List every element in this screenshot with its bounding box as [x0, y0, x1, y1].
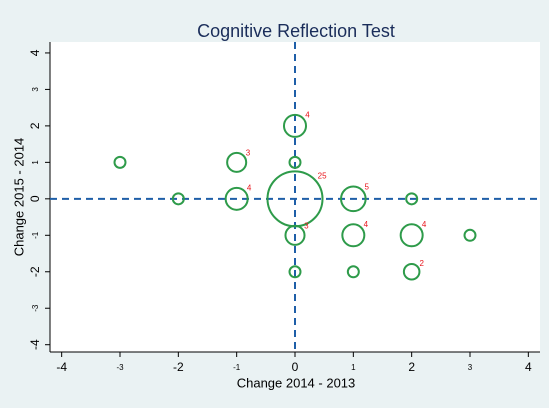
y-tick-label: -3 — [31, 304, 40, 312]
bubble — [340, 185, 367, 213]
bubble — [463, 228, 477, 242]
y-tick-label: 1 — [31, 160, 40, 165]
bubble-label: 5 — [365, 183, 370, 192]
bubble — [224, 186, 249, 211]
x-tick-label: -3 — [116, 363, 124, 372]
bubble — [283, 113, 307, 138]
y-axis-label: Change 2015 - 2014 — [11, 138, 26, 257]
bubble — [113, 155, 127, 169]
x-axis-label: Change 2014 - 2013 — [237, 375, 356, 390]
bubble-label: 4 — [305, 111, 310, 120]
bubble — [226, 151, 248, 173]
bubble — [171, 192, 185, 206]
bubble-label: 3 — [246, 148, 251, 157]
bubble-label: 25 — [318, 171, 327, 180]
bubble — [346, 265, 360, 279]
bubble-label: 2 — [420, 259, 425, 268]
bubble — [284, 224, 306, 246]
chart-title: Cognitive Reflection Test — [197, 21, 395, 41]
y-tick-label: -2 — [28, 266, 42, 277]
bubble — [405, 192, 419, 206]
x-tick-label: 3 — [468, 363, 473, 372]
bubble-label: 4 — [422, 220, 427, 229]
bubble-label: 4 — [364, 220, 369, 229]
y-tick-label: 4 — [28, 49, 42, 56]
y-tick-label: -4 — [28, 339, 42, 350]
y-tick-label: 0 — [28, 195, 42, 202]
bubble — [288, 155, 302, 169]
bubble — [402, 262, 421, 281]
y-tick-label: 2 — [28, 122, 42, 129]
bubble-label: 4 — [247, 184, 252, 193]
x-tick-label: -1 — [233, 363, 241, 372]
x-tick-label: 1 — [351, 363, 356, 372]
x-tick-label: -2 — [173, 360, 184, 374]
x-tick-label: -4 — [56, 360, 67, 374]
y-tick-label: 3 — [31, 87, 40, 92]
x-tick-label: 2 — [408, 360, 415, 374]
bubble-label: 3 — [304, 221, 309, 230]
x-tick-label: 4 — [525, 360, 532, 374]
x-tick-label: 0 — [292, 360, 299, 374]
bubble — [399, 223, 424, 248]
y-tick-label: -1 — [31, 231, 40, 239]
plot-area — [50, 42, 540, 352]
bubble — [341, 223, 366, 248]
bubble — [288, 265, 302, 279]
